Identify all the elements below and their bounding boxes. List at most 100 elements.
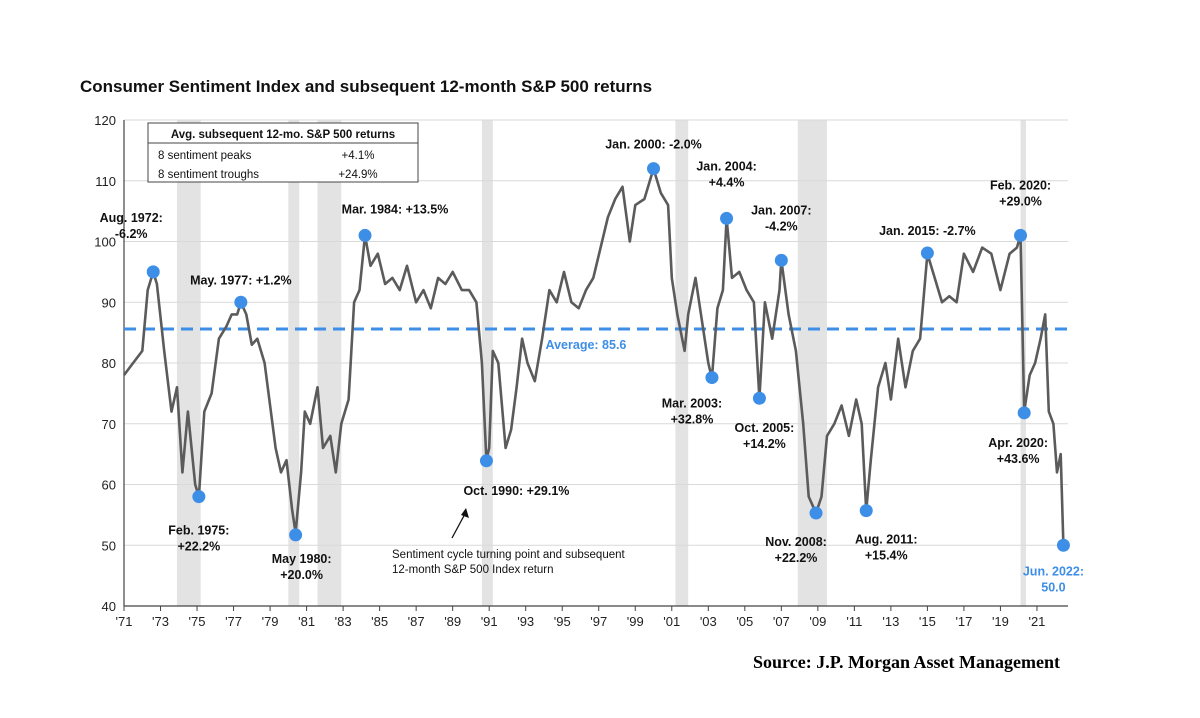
marker-label: May 1980: +20.0% (272, 552, 332, 582)
turning-point-marker (192, 490, 206, 504)
y-tick-label: 80 (102, 356, 116, 371)
y-tick-label: 70 (102, 417, 116, 432)
marker-label-line: Jan. 2000: -2.0% (605, 138, 702, 152)
marker-label-line: +32.8% (671, 413, 714, 427)
turning-point-marker (809, 506, 823, 520)
y-tick-label: 100 (94, 235, 116, 250)
gridlines (124, 119, 1068, 546)
marker-label-line: 50.0 (1041, 580, 1065, 594)
annotation-arrow-shaft (451, 511, 467, 539)
turning-point-marker (705, 371, 719, 385)
marker-label-line: May. 1977: +1.2% (190, 273, 292, 287)
marker-label-line: Oct. 2005: (735, 421, 795, 435)
average-line-group: Average: 85.6 (124, 327, 1068, 352)
turning-point-marker (358, 228, 372, 242)
x-tick-label: '01 (663, 614, 680, 629)
marker-label: Jan. 2007: -4.2% (751, 203, 811, 233)
x-tick-label: '71 (116, 614, 133, 629)
x-tick-label: '93 (517, 614, 534, 629)
marker-label-line: +15.4% (865, 549, 908, 563)
annotation-arrow-head (461, 508, 469, 518)
marker-label-line: Nov. 2008: (765, 535, 827, 549)
x-tick-label: '05 (736, 614, 753, 629)
x-tick-label: '75 (189, 614, 206, 629)
x-tick-label: '89 (444, 614, 461, 629)
marker-labels: Aug. 1972: -6.2% Feb. 1975: +22.2% May. 1977… (100, 138, 1084, 595)
marker-label-line: +14.2% (743, 437, 786, 451)
marker-label: Feb. 1975: +22.2% (168, 524, 229, 554)
marker-label: Apr. 2020: +43.6% (988, 436, 1048, 466)
average-label: Average: 85.6 (546, 338, 627, 352)
marker-label: Jan. 2015: -2.7% (879, 224, 976, 238)
y-tick-label: 60 (102, 478, 116, 493)
x-tick-label: '17 (955, 614, 972, 629)
axes: 40 50 60 70 80 90 100 110 120 '71 '73 '75 '77 '79 '81 '… (94, 113, 1068, 629)
marker-label-line: Mar. 2003: (662, 397, 722, 411)
inset-table: Avg. subsequent 12-mo. S&P 500 returns 8 … (147, 122, 419, 183)
marker-label-line: +43.6% (997, 452, 1040, 466)
annotation-text-line: 12-month S&P 500 Index return (392, 564, 554, 576)
marker-label: Aug. 1972: -6.2% (100, 211, 163, 241)
annotation-text-line: Sentiment cycle turning point and subseq… (392, 549, 626, 561)
marker-label-line: May 1980: (272, 552, 332, 566)
marker-label-line: +29.0% (999, 194, 1042, 208)
turning-point-marker (479, 454, 493, 468)
x-tick-label: '15 (919, 614, 936, 629)
x-tick-label: '13 (882, 614, 899, 629)
marker-label-line: Apr. 2020: (988, 436, 1048, 450)
marker-label-line: -6.2% (115, 227, 148, 241)
annotation-note: Sentiment cycle turning point and subseq… (392, 508, 626, 576)
x-tick-label: '11 (846, 614, 862, 629)
inset-table-row-value: +24.9% (338, 169, 377, 181)
turning-point-marker (752, 391, 766, 405)
marker-label-line: -4.2% (765, 219, 798, 233)
x-tick-label: '07 (773, 614, 790, 629)
x-tick-label: '19 (992, 614, 1009, 629)
y-tick-label: 90 (102, 295, 116, 310)
source-note: Source: J.P. Morgan Asset Management (753, 652, 1060, 672)
marker-label-line: Mar. 1984: +13.5% (342, 202, 449, 216)
marker-label-line: Jan. 2004: (696, 159, 756, 173)
marker-label: Jan. 2000: -2.0% (605, 138, 702, 152)
inset-table-row-label: 8 sentiment peaks (158, 150, 252, 162)
turning-point-marker (774, 253, 788, 267)
marker-label-line: +4.4% (709, 175, 745, 189)
turning-point-marker (234, 295, 248, 309)
marker-label: Nov. 2008: +22.2% (765, 535, 827, 565)
marker-label-line: Jun. 2022: (1023, 564, 1084, 578)
turning-point-marker (146, 265, 160, 279)
y-tick-label: 50 (102, 538, 116, 553)
sentiment-line (122, 167, 1065, 546)
turning-point-marker (289, 528, 303, 542)
inset-table-row-label: 8 sentiment troughs (158, 169, 259, 181)
turning-point-marker (920, 246, 934, 260)
marker-label: Oct. 2005: +14.2% (735, 421, 795, 451)
sentiment-series (122, 167, 1065, 546)
marker-label-line: Aug. 1972: (100, 211, 163, 225)
marker-label-line: Oct. 1990: +29.1% (463, 484, 569, 498)
turning-point-marker (1056, 538, 1070, 552)
y-tick-label: 120 (94, 113, 116, 128)
inset-table-frame (147, 122, 419, 183)
marker-label: Jan. 2004: +4.4% (696, 159, 756, 189)
marker-label-line: +20.0% (280, 568, 323, 582)
marker-label: Mar. 2003: +32.8% (662, 397, 722, 427)
x-tick-label: '99 (627, 614, 644, 629)
x-tick-label: '87 (408, 614, 425, 629)
turning-point-marker (647, 162, 661, 176)
marker-label-line: Jan. 2007: (751, 203, 811, 217)
marker-label: May. 1977: +1.2% (190, 273, 292, 287)
x-tick-label: '09 (809, 614, 826, 629)
x-tick-label: '73 (152, 614, 169, 629)
marker-label: Mar. 1984: +13.5% (342, 202, 449, 216)
inset-table-header: Avg. subsequent 12-mo. S&P 500 returns (171, 129, 395, 141)
turning-point-markers (146, 162, 1070, 552)
x-tick-label: '21 (1028, 614, 1045, 629)
marker-label-line: Jan. 2015: -2.7% (879, 224, 976, 238)
turning-point-marker (859, 504, 873, 518)
x-tick-label: '79 (262, 614, 279, 629)
x-tick-label: '81 (298, 614, 315, 629)
marker-label-line: +22.2% (177, 540, 220, 554)
marker-label-line: Feb. 2020: (990, 178, 1051, 192)
